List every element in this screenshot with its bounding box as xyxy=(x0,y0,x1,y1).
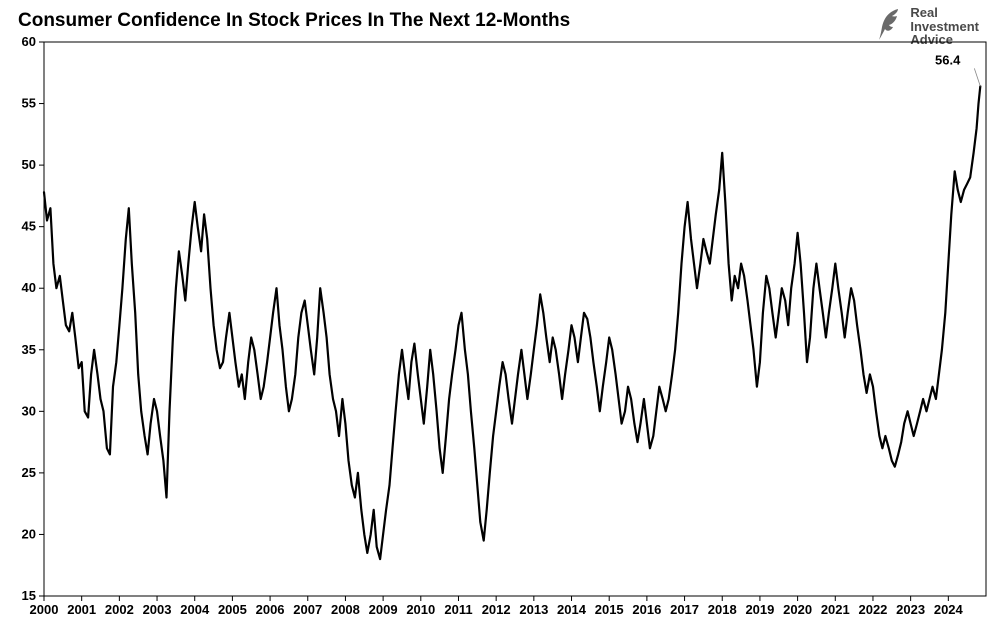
y-axis-tick-label: 60 xyxy=(22,34,36,49)
x-axis-tick-label: 2006 xyxy=(256,602,285,617)
y-axis-tick-label: 15 xyxy=(22,588,36,603)
x-axis-tick-label: 2023 xyxy=(896,602,925,617)
x-axis-tick-label: 2020 xyxy=(783,602,812,617)
y-axis-tick-label: 50 xyxy=(22,157,36,172)
x-axis-tick-label: 2013 xyxy=(519,602,548,617)
y-axis-tick-label: 25 xyxy=(22,465,36,480)
x-axis-tick-label: 2024 xyxy=(934,602,964,617)
x-axis-tick-label: 2021 xyxy=(821,602,850,617)
y-axis-tick-label: 20 xyxy=(22,526,36,541)
x-axis-tick-label: 2012 xyxy=(482,602,511,617)
x-axis-tick-label: 2017 xyxy=(670,602,699,617)
x-axis-tick-label: 2018 xyxy=(708,602,737,617)
line-series xyxy=(44,86,980,559)
x-axis-tick-label: 2015 xyxy=(595,602,624,617)
chart-plot: 15 20 25 30 35 40 45 50 55 60 2000 2001 2002 2003 2004… xyxy=(0,0,997,626)
x-axis-tick-label: 2022 xyxy=(858,602,887,617)
y-axis-tick-label: 30 xyxy=(22,403,36,418)
y-axis-tick-label: 45 xyxy=(22,219,36,234)
x-axis-tick-label: 2014 xyxy=(557,602,587,617)
x-axis-tick-label: 2002 xyxy=(105,602,134,617)
x-axis-tick-label: 2019 xyxy=(745,602,774,617)
y-axis-tick-label: 35 xyxy=(22,342,36,357)
callout-value-label: 56.4 xyxy=(935,52,961,67)
x-axis-tick-label: 2004 xyxy=(180,602,210,617)
chart-container: Consumer Confidence In Stock Prices In T… xyxy=(0,0,997,626)
x-axis-tick-label: 2011 xyxy=(444,602,472,617)
x-axis-tick-label: 2010 xyxy=(406,602,435,617)
x-axis-tick-label: 2008 xyxy=(331,602,360,617)
y-axis-tick-label: 55 xyxy=(22,96,36,111)
y-axis-tick-label: 40 xyxy=(22,280,36,295)
x-axis-tick-label: 2009 xyxy=(369,602,398,617)
x-axis-tick-label: 2000 xyxy=(30,602,59,617)
x-axis-tick-label: 2005 xyxy=(218,602,247,617)
x-axis-tick-label: 2001 xyxy=(67,602,96,617)
x-axis-tick-label: 2016 xyxy=(632,602,661,617)
x-axis-tick-label: 2007 xyxy=(293,602,322,617)
x-axis-tick-label: 2003 xyxy=(143,602,172,617)
